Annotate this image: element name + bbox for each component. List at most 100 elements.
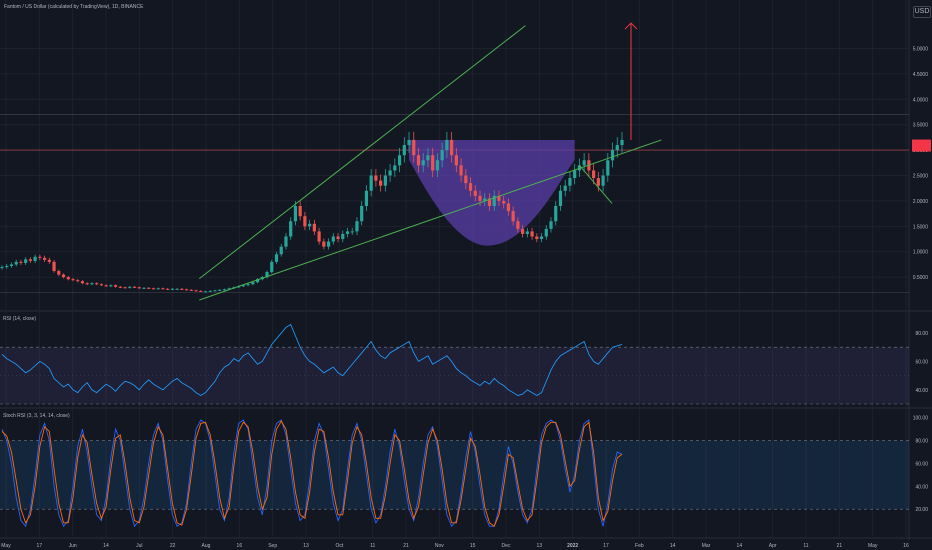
candle-body (459, 165, 463, 176)
candle-body (440, 150, 444, 161)
price-tick-label: 4.5000 (913, 72, 929, 78)
price-pane[interactable] (0, 22, 909, 301)
time-tick-label: Oct (335, 543, 343, 549)
candle-body (464, 175, 468, 184)
price-tick-label: 3.5000 (913, 123, 929, 129)
candle-body (317, 231, 321, 242)
candle-body (606, 160, 610, 176)
candle-body (199, 290, 203, 292)
candle-body (180, 288, 184, 290)
candle-body (530, 231, 534, 237)
chart-title: Fantom / US Dollar (calculated by Tradin… (4, 4, 144, 10)
time-tick-label: 13 (537, 543, 543, 549)
candle-body (615, 145, 619, 151)
rsi-tick-label: 40.00 (915, 388, 928, 394)
candle-body (303, 216, 307, 227)
time-tick-label: Mar (702, 543, 711, 549)
price-tick-label: 1.0000 (913, 250, 929, 256)
candle-body (284, 236, 288, 247)
time-tick-label: 14 (103, 543, 109, 549)
candle-body (421, 160, 425, 166)
candle-body (189, 289, 193, 291)
candle-body (483, 198, 487, 201)
candle-body (9, 264, 14, 266)
stoch-k-line (1, 419, 623, 528)
candle-body (85, 283, 89, 285)
candle-body (426, 155, 430, 161)
time-tick-label: 22 (170, 543, 176, 549)
candle-body (554, 206, 558, 222)
time-tick-label: Jun (69, 543, 77, 549)
candle-body (506, 203, 511, 212)
candle-body (241, 285, 245, 287)
candle-body (331, 236, 335, 242)
time-tick-label: Aug (202, 543, 211, 549)
candle-body (383, 175, 387, 186)
candle-body (431, 155, 435, 171)
candle-body (402, 145, 406, 156)
candle-body (298, 206, 302, 217)
candle-body (95, 283, 99, 285)
candle-body (341, 233, 345, 240)
time-tick-label: 11 (803, 543, 808, 549)
candle-body (468, 183, 473, 191)
candle-body (502, 200, 506, 204)
candle-body (274, 254, 279, 262)
candle-body (511, 211, 515, 222)
candle-body (175, 288, 179, 290)
candle-body (596, 178, 600, 186)
time-tick-label: 16 (903, 543, 909, 549)
candle-body (397, 155, 402, 166)
candle-body (184, 289, 189, 291)
price-tick-label: 0.5000 (913, 275, 929, 281)
candle-body (14, 261, 18, 265)
time-axis[interactable]: May 17 Jun 14 Jul 22 Aug 16 Sep 13 Oct 11 21 Nov 15 Dec… (1, 543, 909, 549)
time-tick-label: Apr (769, 543, 777, 549)
candle-body (109, 285, 113, 287)
candle-body (61, 274, 66, 278)
candle-body (312, 223, 316, 232)
stoch-band (0, 440, 909, 510)
candle-body (549, 221, 553, 229)
candle-body (379, 180, 383, 186)
time-tick-label: 14 (670, 543, 676, 549)
stoch-pane[interactable] (0, 419, 909, 528)
stoch-tick-label: 60.00 (915, 461, 928, 467)
candle-body (322, 241, 326, 247)
time-tick-label: 21 (403, 543, 409, 549)
candle-body (525, 231, 529, 234)
candle-body (156, 288, 160, 290)
candle-body (416, 155, 421, 166)
candle-body (90, 283, 94, 285)
candle-body (251, 282, 255, 285)
candle-body (620, 139, 624, 146)
time-tick-label: May (868, 543, 878, 549)
time-tick-label: Dec (502, 543, 511, 549)
candle-body (38, 256, 42, 258)
rsi-band (0, 347, 909, 404)
candle-body (492, 195, 496, 206)
candle-body (450, 139, 454, 156)
last-price-marker (912, 139, 931, 152)
price-tick-label: 1.5000 (913, 224, 929, 230)
candle-body (66, 277, 70, 280)
rsi-tick-label: 80.00 (915, 331, 928, 337)
candle-body (345, 231, 350, 234)
rsi-pane[interactable] (0, 323, 909, 405)
time-tick-label: Jul (136, 543, 142, 549)
time-tick-label: May (1, 543, 11, 549)
candle-body (227, 288, 231, 290)
price-tick-label: 5.0000 (913, 46, 929, 52)
candle-body (308, 223, 312, 227)
stoch-tick-label: 40.00 (915, 484, 928, 490)
price-tick-label: 2.5000 (913, 174, 929, 180)
currency-badge[interactable]: USD (913, 6, 931, 18)
candle-body (374, 175, 378, 181)
candle-body (279, 246, 283, 255)
price-axis[interactable]: 0.50001.00001.50002.00002.50003.00003.50… (912, 46, 931, 513)
price-tick-label: 2.0000 (913, 199, 929, 205)
candle-body (76, 280, 80, 282)
candle-body (435, 160, 440, 171)
time-tick-label: 13 (303, 543, 309, 549)
